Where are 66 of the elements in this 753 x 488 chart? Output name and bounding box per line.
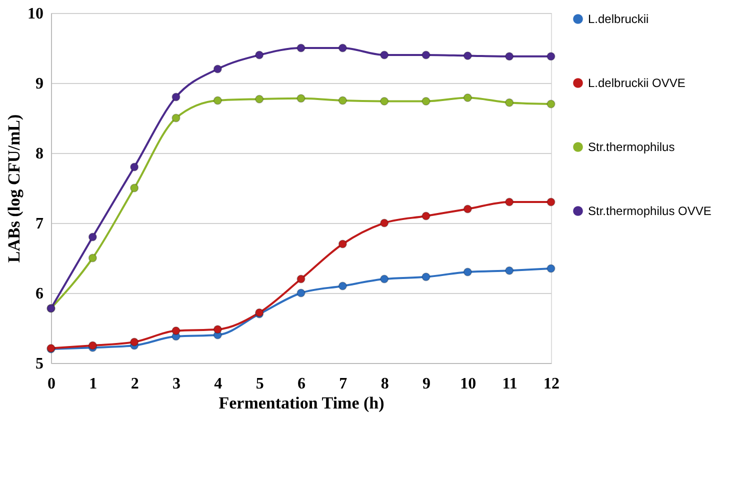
- point: [338, 282, 348, 290]
- point: [546, 52, 556, 61]
- point: [504, 198, 514, 206]
- point: [130, 162, 139, 172]
- y-tick-label: 7: [36, 216, 44, 232]
- y-tick-label: 10: [28, 6, 44, 22]
- point: [338, 96, 348, 105]
- x-tick-label: 12: [544, 376, 560, 392]
- point: [422, 50, 430, 60]
- x-tick-label: 4: [214, 376, 222, 392]
- point: [463, 268, 472, 276]
- legend-label: L.delbruckii OVVE: [588, 76, 686, 90]
- legend-label: L.delbruckii: [588, 12, 649, 26]
- point: [172, 326, 180, 336]
- point: [504, 52, 514, 61]
- legend-label: Str.thermophilus: [588, 140, 675, 154]
- point: [88, 254, 98, 262]
- point: [213, 64, 222, 74]
- x-tick-label: 11: [502, 376, 518, 392]
- point: [422, 96, 430, 106]
- point: [380, 274, 389, 284]
- point: [422, 212, 430, 220]
- point: [130, 184, 139, 192]
- point: [213, 325, 222, 334]
- point: [422, 272, 430, 282]
- y-axis-title: LABs (log CFU/mL): [4, 114, 24, 263]
- point: [130, 338, 139, 346]
- y-tick-label: 5: [36, 356, 44, 372]
- point: [546, 198, 556, 206]
- x-tick-label: 2: [130, 376, 139, 392]
- x-tick-label: 0: [48, 376, 56, 392]
- point: [88, 232, 98, 242]
- x-tick-label: 1: [89, 376, 98, 392]
- x-tick-label: 9: [422, 376, 430, 392]
- point: [380, 50, 389, 60]
- point: [463, 93, 472, 102]
- point: [296, 288, 306, 298]
- point: [296, 44, 306, 52]
- y-tick-label: 6: [36, 286, 44, 302]
- point: [254, 94, 264, 104]
- point: [463, 204, 472, 214]
- x-tick-label: 10: [460, 376, 476, 392]
- y-tick-label: 8: [36, 146, 44, 162]
- point: [213, 96, 222, 105]
- x-tick-label: 5: [256, 376, 264, 392]
- point: [172, 114, 180, 122]
- point: [172, 92, 180, 102]
- point: [546, 264, 556, 273]
- point: [296, 94, 306, 103]
- point: [546, 100, 556, 108]
- point: [380, 218, 389, 228]
- x-tick-label: 8: [380, 376, 389, 392]
- point: [504, 98, 514, 107]
- point: [338, 240, 348, 248]
- x-tick-label: 3: [172, 376, 180, 392]
- point: [463, 51, 472, 60]
- point: [296, 274, 306, 284]
- legend-label: Str.thermophilus OVVE: [588, 204, 712, 218]
- point: [254, 50, 264, 60]
- y-tick-label: 9: [36, 76, 44, 92]
- point: [338, 44, 348, 52]
- x-tick-label: 7: [339, 376, 348, 392]
- x-tick-label: 6: [298, 376, 306, 392]
- x-axis-title: Fermentation Time (h): [218, 394, 384, 412]
- point: [504, 266, 514, 275]
- point: [380, 96, 389, 106]
